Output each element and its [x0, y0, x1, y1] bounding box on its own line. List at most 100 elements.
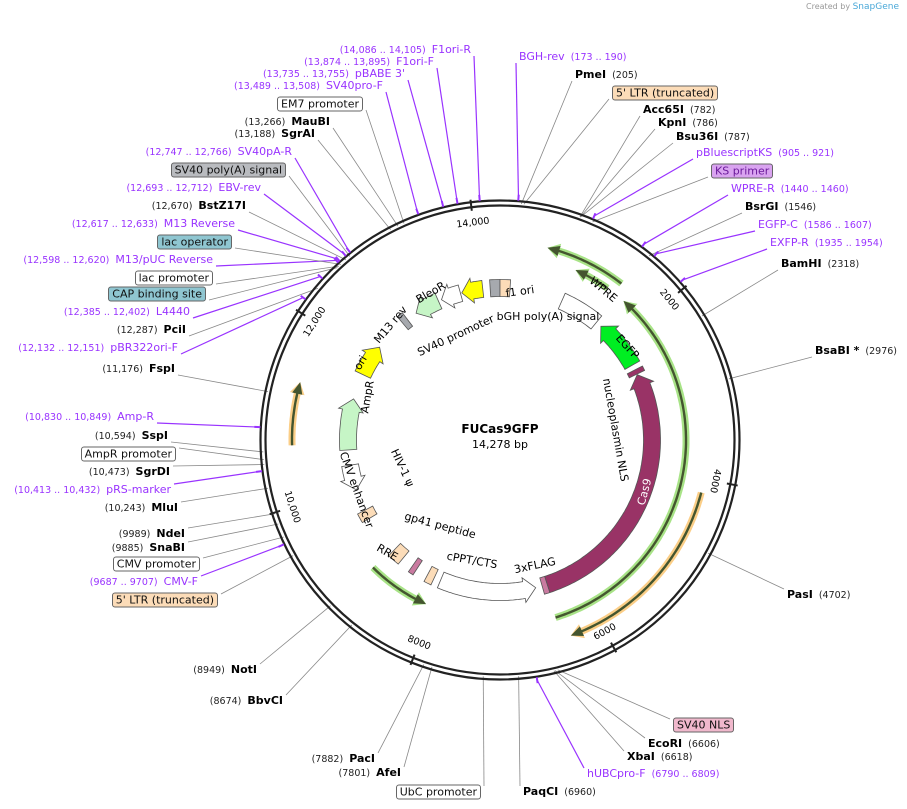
label-name: lac promoter — [134, 270, 213, 286]
primer-label[interactable]: EXFP-R (1935 .. 1954) — [770, 237, 889, 249]
enzyme-label[interactable]: (9989) NdeI — [113, 528, 185, 540]
enzyme-label[interactable]: (12,287) PciI — [111, 324, 186, 336]
feature-3xflag[interactable] — [539, 575, 551, 595]
feature-f1-ori[interactable] — [461, 277, 485, 304]
primer-label[interactable]: EGFP-C (1586 .. 1607) — [758, 219, 878, 231]
feature-hiv-1-[interactable] — [357, 505, 378, 524]
label-position: (173 .. 190) — [570, 52, 627, 63]
feature-ampr[interactable] — [337, 398, 364, 451]
enzyme-label[interactable]: BsaBI * (2976) — [815, 345, 903, 357]
primer-label[interactable]: (13,874 .. 13,895) F1ori-F — [298, 56, 434, 68]
enzyme-label[interactable]: (10,473) SgrDI — [83, 466, 170, 478]
feature-m13-rev[interactable] — [396, 312, 414, 331]
leader-line — [365, 109, 405, 224]
feature-label[interactable]: EM7 promoter — [277, 96, 363, 112]
feature-label[interactable]: UbC promoter — [395, 784, 481, 800]
feature-rre[interactable] — [388, 542, 410, 565]
leader-line — [180, 296, 304, 355]
primer-label[interactable]: (13,489 .. 13,508) SV40pro-F — [228, 80, 383, 92]
feature-bleor[interactable] — [415, 292, 443, 319]
feature-ubc-promoter[interactable] — [436, 571, 537, 604]
enzyme-label[interactable]: PaqCI (6960) — [523, 786, 602, 798]
feature-label[interactable]: KS primer — [711, 163, 774, 179]
primer-label[interactable]: (10,830 .. 10,849) Amp-R — [19, 411, 154, 423]
feature-cas9[interactable] — [544, 374, 661, 593]
label-name: BsrGI — [745, 200, 779, 213]
primer-label[interactable]: (12,132 .. 12,151) pBR322ori-F — [12, 342, 178, 354]
feature-label[interactable]: CAP binding site — [108, 286, 206, 302]
primer-label[interactable]: (12,747 .. 12,766) SV40pA-R — [140, 146, 292, 158]
enzyme-label[interactable]: BamHI (2318) — [781, 258, 865, 270]
feature-label[interactable]: lac promoter — [134, 270, 213, 286]
primer-label[interactable]: (12,617 .. 12,633) M13 Reverse — [66, 218, 235, 230]
label-name: MluI — [151, 501, 178, 514]
primer-label[interactable]: (12,385 .. 12,402) L4440 — [58, 306, 190, 318]
enzyme-label[interactable]: KpnI (786) — [658, 117, 724, 129]
label-name: hUBCpro-F — [587, 767, 646, 780]
primer-label[interactable]: (14,086 .. 14,105) F1ori-R — [334, 44, 471, 56]
feature-cmv-enhancer[interactable] — [339, 463, 366, 491]
leader-line — [557, 669, 671, 720]
feature-label[interactable]: lac operator — [157, 234, 232, 250]
feature-5-ltr[interactable] — [499, 279, 512, 298]
primer-label[interactable]: (12,598 .. 12,620) M13/pUC Reverse — [17, 254, 213, 266]
label-position: (6606) — [688, 739, 720, 750]
feature-nucleoplasmin-nls[interactable] — [626, 365, 646, 379]
enzyme-label[interactable]: (13,266) MauBI — [239, 116, 330, 128]
primer-label[interactable]: WPRE-R (1440 .. 1460) — [731, 183, 855, 195]
enzyme-label[interactable]: PasI (4702) — [787, 589, 856, 601]
enzyme-label[interactable]: (10,594) SspI — [89, 430, 168, 442]
enzyme-label[interactable]: (12,670) BstZ17I — [146, 200, 246, 212]
label-position: (9885) — [111, 543, 144, 554]
label-name: Bsu36I — [676, 130, 719, 143]
orf-arc[interactable] — [372, 566, 427, 605]
enzyme-label[interactable]: EcoRI (6606) — [648, 738, 726, 750]
enzyme-label[interactable]: Acc65I (782) — [643, 104, 722, 116]
enzyme-label[interactable]: (7882) PacI — [306, 753, 375, 765]
feature-label[interactable]: CMV promoter — [112, 556, 200, 572]
feature-bgh-poly-a-signal[interactable] — [489, 279, 501, 298]
feature-gp41-peptide[interactable] — [407, 557, 423, 576]
label-name: L4440 — [155, 305, 190, 318]
orf-arc[interactable] — [290, 382, 303, 446]
enzyme-label[interactable]: PmeI (205) — [575, 69, 644, 81]
enzyme-label[interactable]: (9885) SnaBI — [106, 542, 185, 554]
leader-line — [188, 287, 319, 337]
label-name: CMV promoter — [112, 556, 200, 572]
primer-label[interactable]: (9687 .. 9707) CMV-F — [84, 576, 198, 588]
primer-label[interactable]: (10,413 .. 10,432) pRS-marker — [8, 484, 171, 496]
label-name: SgrDI — [135, 465, 170, 478]
credit-prefix: Created by — [806, 2, 851, 11]
feature-label[interactable]: SV40 NLS — [673, 717, 735, 733]
plasmid-length: 14,278 bp — [472, 438, 528, 451]
orf-arc[interactable] — [547, 246, 623, 285]
feature-label[interactable]: AmpR promoter — [80, 446, 176, 462]
primer-label[interactable]: pBluescriptKS (905 .. 921) — [696, 147, 840, 159]
feature-label[interactable]: SV40 poly(A) signal — [170, 162, 286, 178]
primer-label[interactable]: hUBCpro-F (6790 .. 6809) — [587, 768, 725, 780]
enzyme-label[interactable]: (10,243) MluI — [99, 502, 178, 514]
orf-arc[interactable] — [575, 270, 609, 290]
enzyme-label[interactable]: (8674) BbvCI — [204, 695, 283, 707]
feature-wpre[interactable] — [557, 292, 603, 330]
feature-egfp[interactable] — [600, 325, 641, 370]
feature-ori[interactable] — [354, 346, 384, 379]
feature-sv40-promoter[interactable] — [441, 283, 464, 309]
label-name: Acc65I — [643, 103, 684, 116]
primer-label[interactable]: BGH-rev (173 .. 190) — [519, 51, 632, 63]
feature-cppt-cts[interactable] — [423, 565, 439, 586]
enzyme-label[interactable]: (7801) AfeI — [333, 767, 401, 779]
primer-mark — [300, 294, 307, 301]
enzyme-label[interactable]: (11,176) FspI — [96, 363, 175, 375]
primer-label[interactable]: (13,735 .. 13,755) pBABE 3' — [257, 68, 405, 80]
enzyme-label[interactable]: Bsu36I (787) — [676, 131, 756, 143]
enzyme-label[interactable]: XbaI (6618) — [627, 751, 698, 763]
enzyme-label[interactable]: (8949) NotI — [187, 664, 257, 676]
primer-label[interactable]: (12,693 .. 12,712) EBV-rev — [120, 182, 261, 194]
enzyme-label[interactable]: (13,188) SgrAI — [229, 128, 315, 140]
feature-label[interactable]: 5' LTR (truncated) — [111, 592, 218, 608]
primer-mark — [415, 208, 420, 215]
enzyme-label[interactable]: BsrGI (1546) — [745, 201, 822, 213]
feature-label[interactable]: 5' LTR (truncated) — [612, 85, 719, 101]
label-position: (787) — [724, 132, 750, 143]
